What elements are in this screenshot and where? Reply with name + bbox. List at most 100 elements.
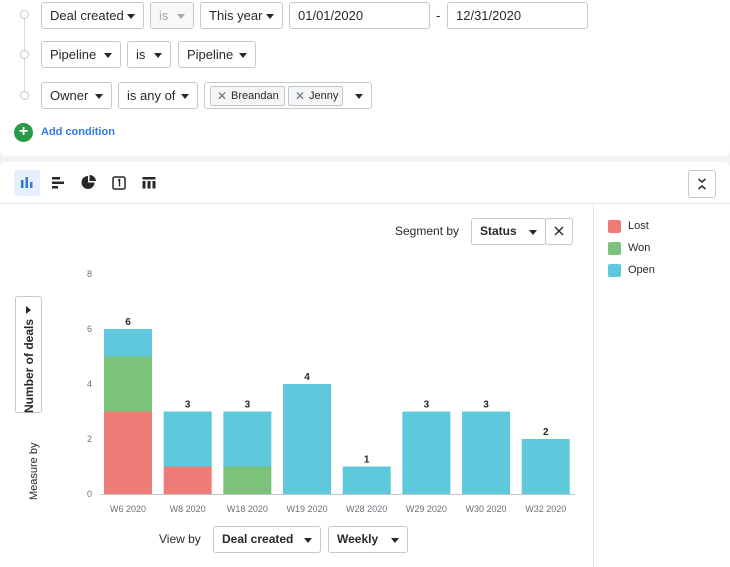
chart-toolbar (0, 162, 730, 204)
view-by-label: View by (159, 532, 201, 546)
filter-operator-select[interactable]: is (127, 41, 171, 68)
filter-field-select[interactable]: Pipeline (41, 41, 121, 68)
legend-swatch (608, 242, 621, 255)
chevron-down-icon (127, 14, 135, 19)
owner-tag[interactable]: ✕ Jenny (288, 86, 343, 106)
condition-dot (20, 10, 29, 19)
filter-panel: Deal created is This year 01/01/2020 - 1… (0, 0, 730, 156)
x-tick-label: W28 2020 (346, 504, 387, 514)
chevron-down-icon (154, 53, 162, 58)
condition-dot (20, 50, 29, 59)
filter-field-value: Owner (50, 88, 89, 103)
filter-operator-select[interactable]: is any of (118, 82, 198, 109)
scorecard-icon[interactable] (106, 170, 132, 196)
filter-field-value: Deal created (50, 8, 124, 23)
chevron-down-icon (266, 14, 274, 19)
bar-total-label: 2 (543, 427, 549, 438)
bar-segment-lost[interactable] (104, 411, 152, 495)
bar-segment-won[interactable] (104, 356, 152, 412)
bar-total-label: 1 (364, 455, 370, 466)
chevron-down-icon (391, 538, 399, 543)
bar-segment-open[interactable] (462, 411, 511, 495)
date-from-input[interactable]: 01/01/2020 (289, 2, 430, 29)
close-icon[interactable]: ✕ (217, 89, 228, 103)
filter-field-select[interactable]: Deal created (41, 2, 144, 29)
collapse-icon (698, 178, 706, 190)
bar-total-label: 4 (304, 372, 310, 383)
date-range-separator: - (436, 8, 441, 23)
filter-period-select[interactable]: This year (200, 2, 283, 29)
chevron-down-icon (239, 53, 247, 58)
measure-by-select[interactable]: Number of deals (15, 296, 42, 413)
horizontal-bar-icon[interactable] (45, 170, 71, 196)
stacked-bar-chart: 0 2 4 6 8 6 W6 2020 3 W8 2020 3 W18 2020 4 W19 2020 1… (87, 269, 575, 514)
chevron-down-icon (104, 53, 112, 58)
view-by-field-value: Deal created (222, 532, 294, 546)
x-tick-label: W19 2020 (287, 504, 328, 514)
owner-tag[interactable]: ✕ Breandan (210, 86, 285, 106)
chevron-down-icon (177, 14, 185, 19)
bar-total-label: 3 (245, 400, 251, 411)
measure-by-value: Number of deals (22, 318, 36, 413)
bar-segment-won[interactable] (223, 466, 272, 495)
bar-total-label: 3 (483, 400, 489, 411)
bar-total-label: 3 (424, 400, 430, 411)
bar-segment-open[interactable] (163, 411, 212, 467)
filter-field-select[interactable]: Owner (41, 82, 112, 109)
y-tick-label: 2 (87, 434, 92, 444)
view-by-field-select[interactable]: Deal created (213, 526, 321, 553)
bar-segment-open[interactable] (342, 466, 391, 495)
chevron-down-icon (304, 538, 312, 543)
collapse-button[interactable] (688, 170, 716, 198)
view-by-interval-value: Weekly (337, 532, 379, 546)
x-tick-label: W29 2020 (406, 504, 447, 514)
add-condition-link[interactable]: Add condition (41, 126, 115, 138)
filter-operator-value: is (136, 47, 146, 62)
chevron-down-icon (355, 94, 363, 99)
clear-segment-button[interactable] (545, 218, 573, 245)
report-panel: Segment by Status Number of deals Measur… (0, 162, 730, 567)
owner-tag-label: Jenny (309, 90, 339, 102)
bar-segment-open[interactable] (223, 411, 272, 467)
legend-swatch (608, 220, 621, 233)
table-icon[interactable] (136, 170, 162, 196)
bar-segment-open[interactable] (283, 384, 332, 494)
y-tick-label: 6 (87, 324, 92, 334)
bar-segment-open[interactable] (104, 329, 152, 357)
legend-label: Lost (628, 220, 649, 232)
filter-operator-select[interactable]: is (150, 2, 194, 29)
segment-by-select[interactable]: Status (471, 218, 546, 245)
condition-dot (20, 91, 29, 100)
bar-chart-icon[interactable] (14, 170, 40, 196)
y-tick-label: 0 (87, 489, 92, 499)
filter-value-select[interactable]: Pipeline (178, 41, 256, 68)
view-by-interval-select[interactable]: Weekly (328, 526, 408, 553)
legend-label: Open (628, 264, 655, 276)
x-tick-label: W30 2020 (466, 504, 507, 514)
bar-segment-open[interactable] (521, 439, 570, 494)
measure-by-label: Measure by (28, 442, 40, 500)
filter-operator-value: is any of (127, 88, 176, 103)
add-condition-button[interactable]: + (14, 123, 33, 142)
bar-total-label: 3 (185, 400, 191, 411)
close-icon[interactable]: ✕ (295, 89, 306, 103)
pie-chart-icon[interactable] (76, 170, 102, 196)
y-tick-label: 4 (87, 379, 92, 389)
legend-swatch (608, 264, 621, 277)
filter-field-value: Pipeline (50, 47, 97, 62)
bar-segment-open[interactable] (402, 411, 451, 495)
date-to-input[interactable]: 12/31/2020 (447, 2, 588, 29)
close-icon (554, 226, 564, 236)
legend-label: Won (628, 242, 651, 254)
segment-by-value: Status (480, 224, 517, 238)
filter-value: Pipeline (187, 47, 234, 62)
chevron-down-icon (529, 230, 537, 235)
x-tick-label: W6 2020 (110, 504, 146, 514)
y-tick-label: 8 (87, 269, 92, 279)
plus-icon: + (18, 123, 29, 140)
x-tick-label: W18 2020 (227, 504, 268, 514)
owner-tag-label: Breandan (231, 90, 279, 102)
chevron-down-icon (181, 94, 189, 99)
chevron-down-icon (95, 94, 103, 99)
bar-segment-lost[interactable] (163, 466, 212, 495)
